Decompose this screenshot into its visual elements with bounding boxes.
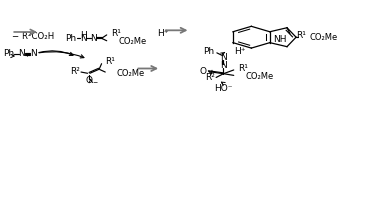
Text: N: N xyxy=(90,34,97,43)
Text: N: N xyxy=(220,61,227,70)
Text: N: N xyxy=(18,49,25,58)
Text: NH: NH xyxy=(273,35,287,44)
Text: R¹: R¹ xyxy=(296,31,306,40)
Text: Ph: Ph xyxy=(3,49,14,58)
Text: N: N xyxy=(80,34,86,43)
Text: N: N xyxy=(220,53,227,62)
Text: CO₂Me: CO₂Me xyxy=(310,33,338,42)
Text: CO₂Me: CO₂Me xyxy=(246,72,274,81)
Text: Ph: Ph xyxy=(66,34,77,43)
Text: R¹: R¹ xyxy=(105,57,115,66)
Text: R²: R² xyxy=(70,67,80,76)
Text: H: H xyxy=(80,31,86,40)
Text: O: O xyxy=(200,67,207,76)
Text: H⁺: H⁺ xyxy=(157,29,169,38)
Text: −: − xyxy=(93,79,98,84)
Text: R¹: R¹ xyxy=(238,64,248,73)
Text: H⁺: H⁺ xyxy=(234,47,245,56)
Text: N: N xyxy=(30,49,37,58)
Text: R¹: R¹ xyxy=(112,29,121,38)
Text: Ph: Ph xyxy=(203,47,214,56)
Text: CO₂Me: CO₂Me xyxy=(119,37,147,46)
Text: HO⁻: HO⁻ xyxy=(214,84,233,93)
Text: − R²CO₂H: − R²CO₂H xyxy=(12,32,55,41)
Text: +: + xyxy=(24,53,29,58)
Text: R²: R² xyxy=(206,73,216,82)
Text: CO₂Me: CO₂Me xyxy=(116,69,145,78)
Text: O: O xyxy=(86,76,93,85)
